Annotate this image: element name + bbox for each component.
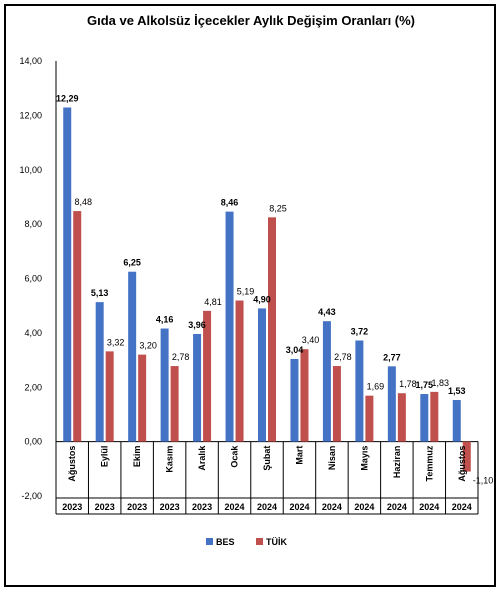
data-label-bes: 3,04 — [286, 345, 304, 355]
legend-label-bes: BES — [216, 537, 235, 547]
bar-tuik — [300, 349, 309, 442]
category-label: Temmuz — [424, 445, 434, 481]
year-label: 2024 — [419, 502, 439, 512]
year-label: 2024 — [257, 502, 277, 512]
bar-bes — [387, 366, 396, 442]
data-label-bes: 3,72 — [351, 326, 369, 336]
bar-bes — [128, 271, 137, 442]
year-label: 2023 — [192, 502, 212, 512]
bar-bes — [258, 308, 266, 442]
legend-swatch-bes — [206, 538, 213, 545]
y-tick-label: -2,00 — [21, 491, 42, 501]
data-label-bes: 6,25 — [123, 258, 141, 268]
data-label-bes: 4,90 — [253, 294, 271, 304]
data-label-tuik: 8,25 — [269, 203, 287, 213]
data-label-bes: 5,13 — [91, 288, 109, 298]
bar-bes — [193, 333, 202, 442]
bar-bes — [63, 107, 72, 442]
chart-frame — [4, 4, 496, 587]
bar-bes — [160, 328, 169, 442]
legend-label-tuik: TÜİK — [266, 537, 287, 547]
year-label: 2024 — [452, 502, 472, 512]
data-label-tuik: 3,32 — [107, 337, 125, 347]
data-label-bes: 4,43 — [318, 307, 336, 317]
y-tick-label: 12,00 — [19, 110, 42, 120]
year-label: 2023 — [95, 502, 115, 512]
bar-tuik — [365, 395, 374, 442]
bar-tuik — [332, 366, 341, 442]
category-label: Haziran — [392, 446, 402, 479]
data-label-tuik: -1,10 — [473, 476, 494, 486]
legend-swatch-tuik — [256, 538, 263, 545]
category-label: Mart — [294, 446, 304, 465]
category-label: Şubat — [262, 446, 272, 471]
data-label-tuik: 3,20 — [139, 341, 157, 351]
chart-title: Gıda ve Alkolsüz İçecekler Aylık Değişim… — [86, 13, 416, 28]
bar-bes — [452, 400, 461, 442]
data-label-bes: 2,77 — [383, 352, 401, 362]
data-label-tuik: 5,19 — [237, 287, 255, 297]
data-label-tuik: 4,81 — [204, 297, 222, 307]
data-label-bes: 8,46 — [221, 198, 239, 208]
bar-tuik — [73, 211, 82, 442]
year-label: 2023 — [127, 502, 147, 512]
data-label-bes: 12,29 — [56, 93, 79, 103]
category-label: Ağustos — [457, 446, 467, 482]
data-label-tuik: 1,69 — [367, 382, 385, 392]
y-tick-label: 0,00 — [24, 437, 42, 447]
category-label: Ekim — [132, 446, 142, 468]
bar-bes — [322, 321, 331, 442]
bar-tuik — [235, 300, 244, 442]
category-label: Mayıs — [359, 446, 369, 471]
data-label-bes: 3,96 — [188, 320, 206, 330]
bar-tuik — [203, 310, 212, 442]
category-label: Eylül — [100, 446, 110, 468]
y-tick-label: 14,00 — [19, 56, 42, 66]
bar-bes — [420, 394, 429, 442]
year-label: 2024 — [387, 502, 407, 512]
bar-bes — [355, 340, 364, 442]
data-label-tuik: 1,78 — [399, 379, 417, 389]
data-label-bes: 4,16 — [156, 315, 174, 325]
data-label-tuik: 1,83 — [432, 378, 450, 388]
bar-bes — [225, 211, 234, 442]
year-label: 2024 — [289, 502, 309, 512]
category-label: Nisan — [327, 446, 337, 471]
year-label: 2024 — [354, 502, 374, 512]
y-tick-label: 8,00 — [24, 219, 42, 229]
y-tick-label: 6,00 — [24, 274, 42, 284]
bar-tuik — [397, 393, 406, 442]
data-label-tuik: 8,48 — [74, 197, 92, 207]
category-label: Ağustos — [67, 446, 77, 482]
year-label: 2023 — [160, 502, 180, 512]
bar-tuik — [430, 391, 439, 442]
data-label-tuik: 3,40 — [302, 335, 320, 345]
y-tick-label: 4,00 — [24, 328, 42, 338]
category-label: Aralık — [197, 445, 207, 471]
bar-tuik — [105, 351, 114, 442]
year-label: 2023 — [62, 502, 82, 512]
data-label-tuik: 2,78 — [334, 352, 352, 362]
data-label-bes: 1,75 — [416, 380, 434, 390]
y-tick-label: 10,00 — [19, 165, 42, 175]
category-label: Ocak — [230, 445, 240, 468]
bar-tuik — [138, 354, 147, 442]
bar-tuik — [268, 217, 276, 442]
bar-tuik — [170, 366, 179, 442]
data-label-bes: 1,53 — [448, 386, 466, 396]
data-label-tuik: 2,78 — [172, 352, 190, 362]
year-label: 2024 — [225, 502, 245, 512]
year-label: 2024 — [322, 502, 342, 512]
bar-tuik — [462, 441, 471, 472]
category-label: Kasım — [165, 446, 175, 473]
y-tick-label: 2,00 — [24, 382, 42, 392]
bar-bes — [290, 358, 299, 442]
bar-bes — [95, 302, 104, 442]
